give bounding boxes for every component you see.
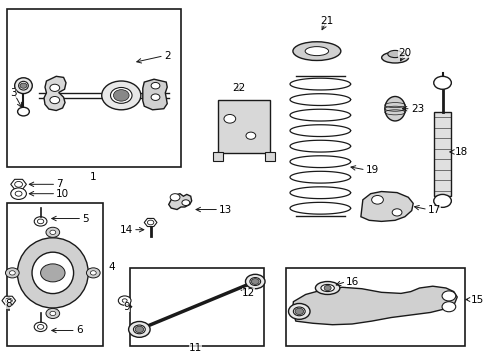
Circle shape	[441, 291, 455, 301]
Ellipse shape	[128, 321, 150, 337]
Text: 20: 20	[398, 48, 410, 58]
Polygon shape	[168, 194, 191, 210]
Circle shape	[151, 94, 160, 100]
Circle shape	[151, 82, 160, 89]
Circle shape	[50, 84, 60, 91]
Ellipse shape	[292, 42, 340, 60]
Circle shape	[41, 264, 65, 282]
Ellipse shape	[384, 96, 405, 121]
Circle shape	[170, 194, 180, 201]
Text: 16: 16	[346, 276, 359, 287]
Circle shape	[324, 285, 330, 291]
Ellipse shape	[15, 78, 32, 94]
Circle shape	[5, 268, 19, 278]
Text: 14: 14	[120, 225, 133, 235]
Bar	[264, 152, 275, 161]
Circle shape	[18, 107, 29, 116]
Ellipse shape	[110, 87, 132, 103]
Text: 13: 13	[219, 204, 232, 215]
Circle shape	[46, 309, 60, 319]
Ellipse shape	[381, 52, 408, 63]
Circle shape	[251, 279, 259, 284]
Text: 19: 19	[365, 165, 378, 175]
Polygon shape	[360, 192, 412, 221]
Text: 15: 15	[469, 294, 483, 305]
Circle shape	[224, 114, 235, 123]
Ellipse shape	[293, 307, 305, 316]
Bar	[129, 268, 264, 346]
Text: 12: 12	[242, 288, 255, 298]
Circle shape	[391, 209, 401, 216]
Circle shape	[118, 296, 131, 305]
Text: 8: 8	[5, 299, 12, 309]
Ellipse shape	[315, 282, 339, 294]
Circle shape	[9, 271, 15, 275]
Circle shape	[50, 96, 60, 104]
Text: 22: 22	[231, 83, 245, 93]
Circle shape	[113, 90, 129, 101]
Bar	[285, 268, 464, 346]
Circle shape	[20, 83, 27, 88]
Circle shape	[50, 311, 56, 316]
Text: 18: 18	[454, 147, 467, 157]
Circle shape	[245, 132, 255, 139]
Ellipse shape	[102, 81, 141, 110]
Ellipse shape	[249, 278, 260, 285]
Circle shape	[433, 76, 450, 89]
Circle shape	[34, 217, 47, 226]
Text: 5: 5	[82, 213, 89, 224]
Text: 1: 1	[89, 172, 96, 182]
Circle shape	[294, 308, 303, 315]
Circle shape	[34, 322, 47, 332]
Bar	[433, 112, 450, 196]
Text: 6: 6	[76, 325, 82, 336]
Circle shape	[135, 326, 143, 333]
Text: 11: 11	[188, 343, 202, 354]
Ellipse shape	[305, 46, 328, 55]
Text: 21: 21	[319, 16, 333, 26]
Ellipse shape	[32, 252, 73, 294]
Circle shape	[90, 271, 96, 275]
Text: 9: 9	[123, 302, 130, 312]
Bar	[217, 100, 270, 153]
Text: 7: 7	[56, 179, 63, 189]
Text: 17: 17	[427, 204, 440, 215]
Ellipse shape	[19, 81, 28, 90]
Circle shape	[86, 268, 100, 278]
Polygon shape	[44, 76, 66, 111]
Text: 4: 4	[108, 262, 115, 272]
Ellipse shape	[320, 284, 334, 292]
Circle shape	[11, 188, 26, 199]
Circle shape	[371, 195, 383, 204]
Polygon shape	[292, 286, 456, 325]
Text: 3: 3	[10, 88, 17, 98]
Ellipse shape	[288, 303, 309, 319]
Circle shape	[50, 230, 56, 234]
Bar	[7, 9, 181, 167]
Bar	[212, 152, 223, 161]
Ellipse shape	[387, 50, 402, 58]
Circle shape	[182, 200, 189, 206]
Ellipse shape	[245, 274, 264, 289]
Text: 2: 2	[163, 51, 170, 61]
Circle shape	[441, 302, 455, 312]
Text: 10: 10	[56, 189, 69, 199]
Circle shape	[46, 227, 60, 237]
Ellipse shape	[18, 238, 88, 308]
Circle shape	[433, 194, 450, 207]
Text: 23: 23	[410, 104, 423, 114]
Polygon shape	[142, 79, 167, 110]
Ellipse shape	[133, 325, 145, 334]
Bar	[7, 203, 102, 346]
